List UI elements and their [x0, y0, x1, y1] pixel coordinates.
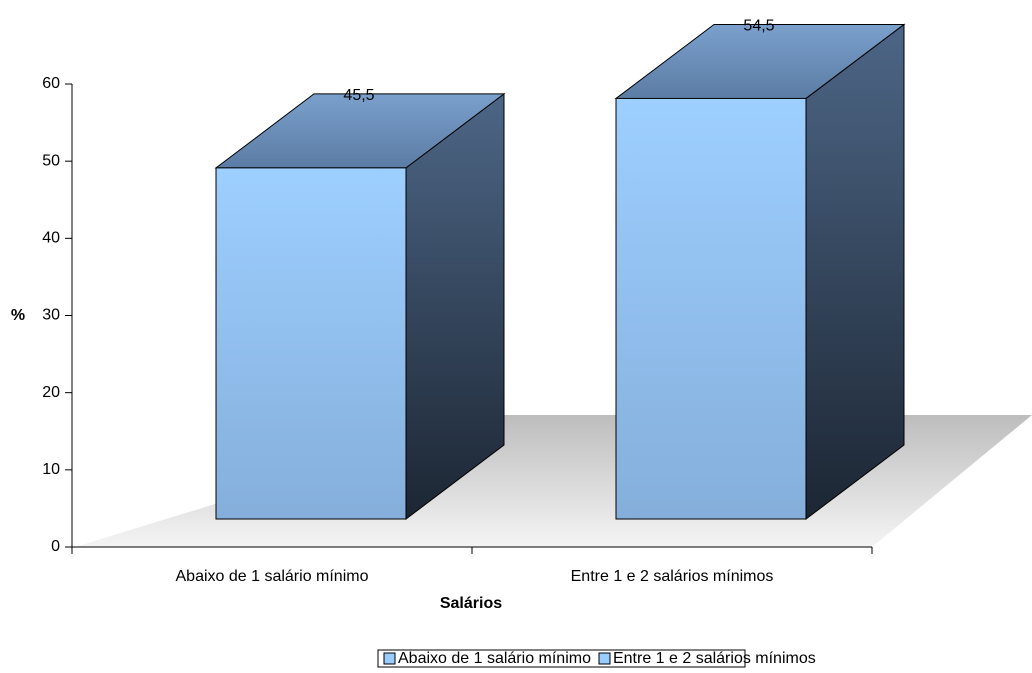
y-tick-label: 10: [42, 461, 60, 478]
value-label: 45,5: [343, 87, 374, 104]
legend-box: [377, 649, 746, 668]
legend-swatch: [383, 652, 396, 665]
bar-side: [805, 23, 905, 521]
y-tick-label: 60: [42, 75, 60, 92]
y-tick-label: 40: [42, 230, 60, 247]
value-label: 54,5: [743, 18, 774, 35]
legend-label: Abaixo de 1 salário mínimo: [398, 650, 591, 667]
bar-side: [405, 92, 505, 521]
y-tick-label: 0: [51, 538, 60, 555]
bar: [215, 167, 407, 520]
x-tick-label: Abaixo de 1 salário mínimo: [176, 568, 369, 585]
x-tick-label: Entre 1 e 2 salários mínimos: [571, 568, 774, 585]
y-axis-title: %: [11, 307, 25, 324]
legend-swatch: [598, 652, 611, 665]
bar: [615, 97, 807, 520]
y-tick-label: 50: [42, 152, 60, 169]
legend-label: Entre 1 e 2 salários mínimos: [613, 650, 816, 667]
y-tick-label: 30: [42, 307, 60, 324]
x-axis-title: Salários: [440, 595, 502, 612]
y-tick-label: 20: [42, 384, 60, 401]
